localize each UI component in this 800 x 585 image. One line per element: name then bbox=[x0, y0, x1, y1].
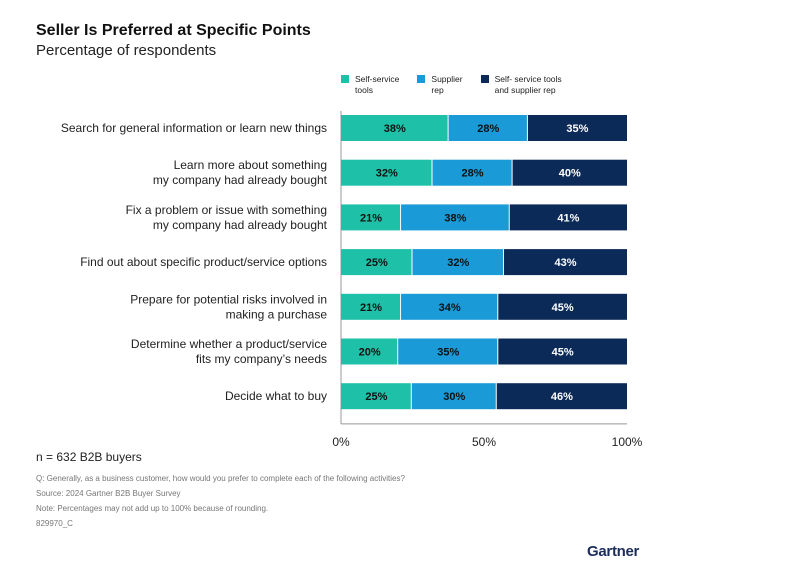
bar-segment bbox=[512, 159, 627, 186]
bar-segment bbox=[401, 204, 509, 231]
bar-segment bbox=[398, 338, 498, 365]
footnote-question: Q: Generally, as a business customer, ho… bbox=[36, 474, 405, 483]
data-label: 28% bbox=[477, 123, 499, 135]
category-label: my company had already bought bbox=[153, 218, 328, 232]
category-label: Learn more about something bbox=[174, 158, 327, 172]
category-label: Fix a problem or issue with something bbox=[126, 203, 327, 217]
bar-segment bbox=[432, 159, 512, 186]
data-label: 21% bbox=[360, 212, 382, 224]
category-label: Find out about specific product/service … bbox=[80, 255, 327, 269]
chart-subtitle: Percentage of respondents bbox=[36, 42, 217, 59]
data-label: 28% bbox=[462, 168, 484, 180]
data-label: 35% bbox=[437, 347, 459, 359]
category-label: fits my company’s needs bbox=[196, 352, 327, 366]
x-tick-label: 0% bbox=[332, 435, 350, 449]
footnote-note: Note: Percentages may not add up to 100%… bbox=[36, 504, 269, 513]
data-label: 32% bbox=[447, 257, 469, 269]
bar-segment bbox=[412, 249, 504, 276]
bar-segment bbox=[496, 383, 627, 410]
category-label: Search for general information or learn … bbox=[61, 121, 327, 135]
footnote-source: Source: 2024 Gartner B2B Buyer Survey bbox=[36, 489, 181, 498]
legend-item-self-service: Self-service tools bbox=[341, 74, 399, 96]
data-label: 25% bbox=[366, 257, 388, 269]
data-label: 34% bbox=[439, 302, 461, 314]
bar-segment bbox=[527, 115, 627, 141]
bar-segment bbox=[504, 249, 627, 276]
bar-segment bbox=[448, 115, 527, 141]
category-label: Prepare for potential risks involved in bbox=[130, 292, 327, 306]
bar-segment bbox=[498, 338, 627, 365]
category-label: Determine whether a product/service bbox=[131, 337, 327, 351]
data-label: 41% bbox=[557, 212, 579, 224]
data-label: 20% bbox=[359, 347, 381, 359]
bar-segment bbox=[509, 204, 627, 231]
stacked-bar-chart: Search for general information or learn … bbox=[61, 111, 643, 449]
legend-label-self-service: Self-service tools bbox=[355, 74, 400, 95]
data-label: 35% bbox=[566, 123, 588, 135]
data-label: 38% bbox=[444, 212, 466, 224]
data-label: 40% bbox=[559, 168, 581, 180]
x-tick-label: 50% bbox=[472, 435, 496, 449]
data-label: 21% bbox=[360, 302, 382, 314]
legend-swatch-self-service bbox=[341, 75, 349, 83]
legend-label-supplier-rep: Supplier rep bbox=[431, 74, 463, 95]
bar-segment bbox=[498, 293, 627, 320]
category-label: Decide what to buy bbox=[225, 389, 327, 403]
legend-item-both: Self- service tools and supplier rep bbox=[480, 74, 562, 96]
chart-id: 829970_C bbox=[36, 519, 73, 528]
legend-item-supplier-rep: Supplier rep bbox=[417, 74, 463, 96]
chart-title: Seller Is Preferred at Specific Points bbox=[36, 22, 311, 39]
sample-size: n = 632 B2B buyers bbox=[36, 450, 142, 464]
data-label: 30% bbox=[443, 391, 465, 403]
bar-segment bbox=[341, 249, 412, 276]
data-label: 45% bbox=[552, 347, 574, 359]
data-label: 43% bbox=[554, 257, 576, 269]
bar-segment bbox=[341, 159, 432, 186]
bar-segment bbox=[341, 204, 401, 231]
category-label: my company had already bought bbox=[153, 173, 328, 187]
bar-segment bbox=[341, 383, 411, 410]
data-label: 38% bbox=[384, 123, 406, 135]
x-tick-label: 100% bbox=[612, 435, 643, 449]
gartner-logo: Gartner bbox=[587, 543, 640, 560]
legend: Self-service tools Supplier rep Self- se… bbox=[341, 74, 562, 96]
data-label: 45% bbox=[552, 302, 574, 314]
legend-label-both: Self- service tools and supplier rep bbox=[494, 74, 562, 95]
bar-segment bbox=[341, 293, 401, 320]
bar-segment bbox=[341, 115, 448, 141]
data-label: 32% bbox=[376, 168, 398, 180]
bar-segment bbox=[401, 293, 498, 320]
bar-segment bbox=[411, 383, 496, 410]
legend-swatch-supplier-rep bbox=[417, 75, 426, 83]
category-label: making a purchase bbox=[226, 307, 328, 321]
data-label: 25% bbox=[365, 391, 387, 403]
legend-swatch-both bbox=[480, 75, 489, 83]
bar-segment bbox=[341, 338, 398, 365]
data-label: 46% bbox=[551, 391, 573, 403]
